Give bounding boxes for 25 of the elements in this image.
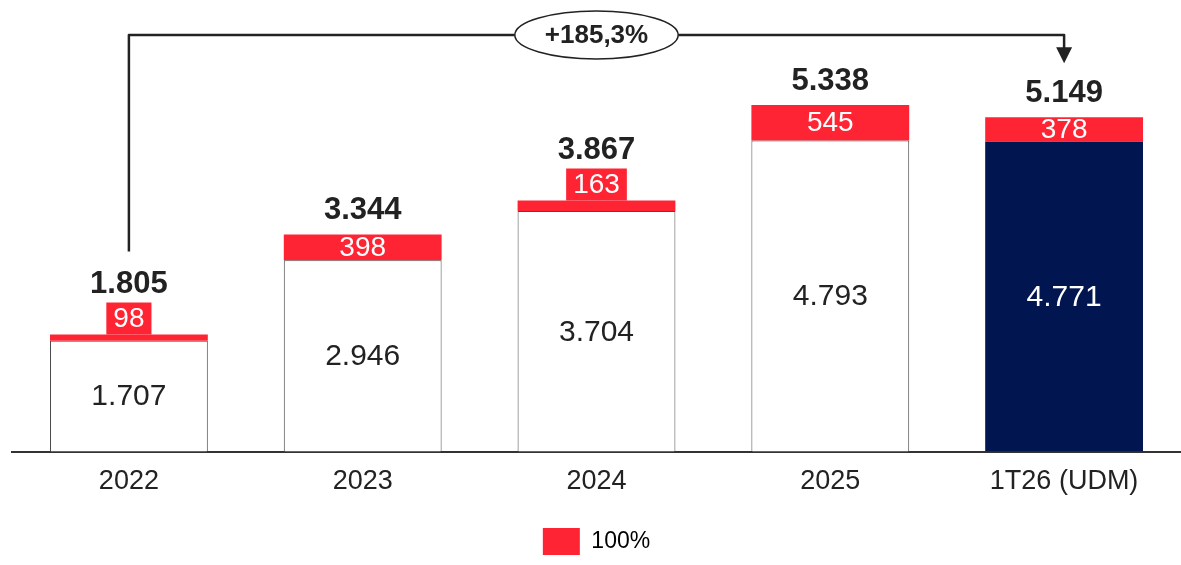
total-label: 5.149 [1025,73,1103,109]
data-label: 4.793 [792,278,868,312]
data-label: 163 [573,168,620,200]
legend-label: 100% [591,526,651,553]
data-label: 4.771 [1026,278,1102,312]
total-label: 3.344 [323,191,403,227]
total-label: 1.805 [90,264,168,300]
data-label: 545 [806,106,854,138]
x-tick-label: 2023 [332,465,393,496]
data-label: 98 [113,302,145,334]
total-label: 5.338 [791,61,870,97]
data-label: 2.946 [325,338,401,372]
data-label: 378 [1040,113,1088,145]
data-label: 398 [339,231,387,263]
text: +185,3% [544,19,649,50]
total-label: 3.867 [557,131,636,167]
x-tick-label: 1T26 (UDM) [989,465,1139,496]
x-tick-label: 2025 [800,465,861,496]
data-label: 1.707 [91,378,167,412]
bar [985,141,1144,452]
data-label: 3.704 [558,313,635,347]
bar [985,117,1144,142]
bar [751,104,910,141]
x-tick-label: 2022 [98,465,159,496]
x-tick-label: 2024 [566,465,627,496]
